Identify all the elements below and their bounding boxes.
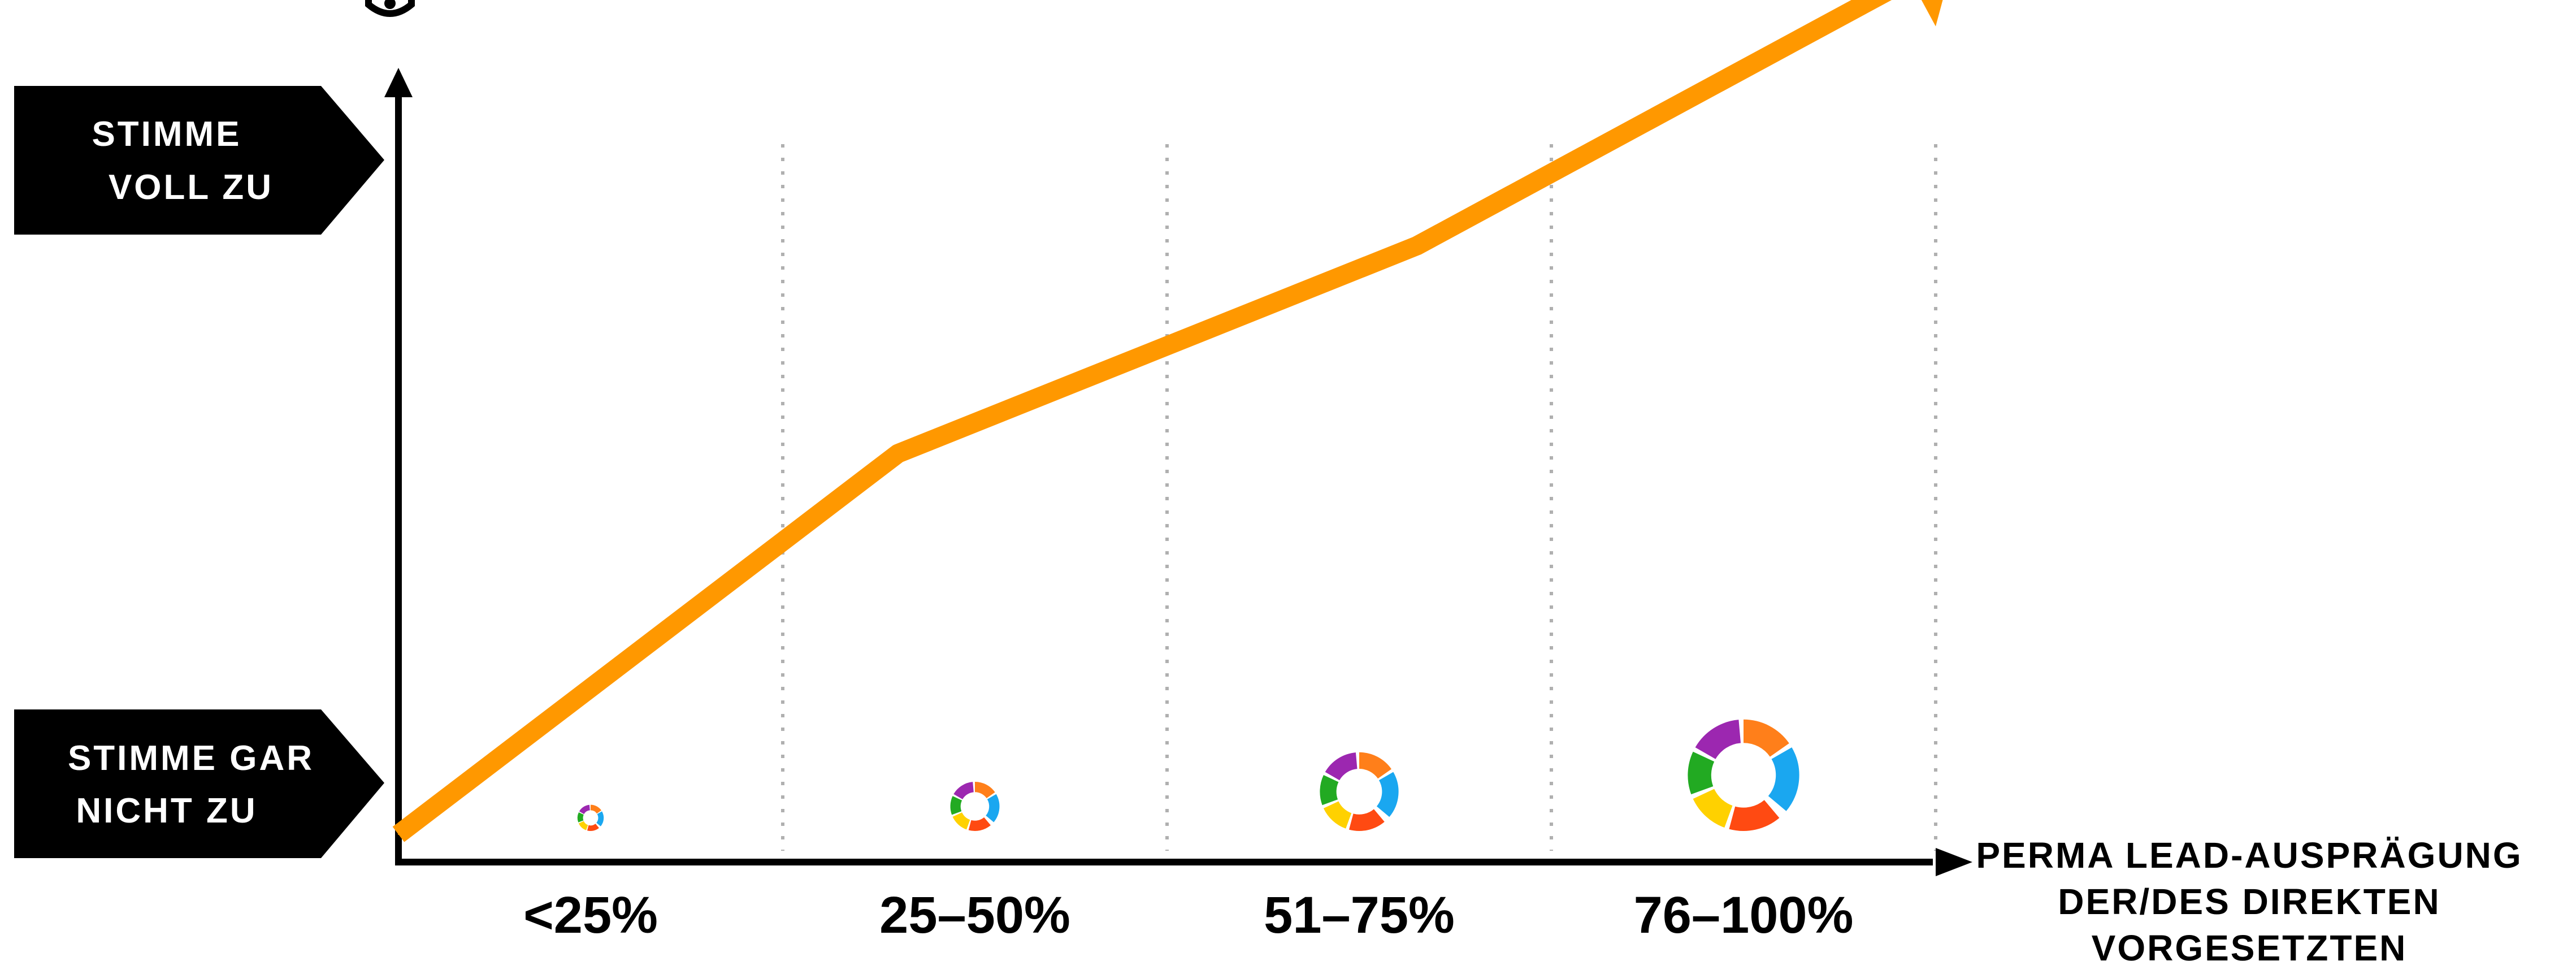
- category-label: <25%: [523, 886, 658, 944]
- ring-segment: [1328, 778, 1331, 802]
- ring-segment: [1777, 753, 1788, 803]
- ring-segment: [580, 813, 582, 821]
- ring-segment: [1744, 731, 1780, 750]
- ring-marker: [1328, 760, 1390, 823]
- ring-segment: [1732, 809, 1772, 819]
- series-point: [1416, 245, 1417, 246]
- ring-marker: [956, 787, 995, 826]
- ring-segment: [975, 787, 991, 795]
- ring-segment: [581, 823, 587, 828]
- x-axis-title-line3: VORGESETZTEN: [2092, 928, 2408, 961]
- series-group: [398, 0, 1955, 835]
- ring-segment: [1359, 760, 1385, 773]
- y-axis-arrow: [384, 68, 413, 97]
- category-label: 51–75%: [1264, 886, 1455, 944]
- ring-segment: [1331, 805, 1348, 821]
- series-line: [398, 0, 1900, 834]
- ring-marker: [1699, 731, 1788, 820]
- ring-segment: [1706, 731, 1740, 754]
- axes: [384, 68, 1972, 876]
- ring-segment: [957, 815, 968, 825]
- x-axis-title-line1: PERMA LEAD-AUSPRÄGUNG: [1976, 835, 2522, 876]
- x-axis-arrow: [1936, 848, 1972, 876]
- x-axis-title-line2: DER/DES DIREKTEN: [2058, 881, 2440, 922]
- ring-segment: [1699, 756, 1703, 790]
- cropped-icon: [368, 0, 411, 14]
- ring-segment: [591, 807, 599, 812]
- ring-segment: [588, 826, 597, 828]
- ring-segment: [1383, 776, 1390, 812]
- series-point: [897, 453, 899, 454]
- y-label-top: STIMME VOLL ZU: [14, 86, 384, 235]
- y-label-top-line1: STIMME: [92, 115, 241, 154]
- ring-segment: [1351, 816, 1380, 823]
- y-label-top-line2: VOLL ZU: [109, 168, 274, 207]
- y-label-bottom-line2: NICHT ZU: [76, 791, 257, 830]
- ring-segment: [956, 798, 957, 813]
- category-labels: <25% 25–50% 51–75% 76–100%: [523, 886, 1853, 944]
- category-label: 76–100%: [1634, 886, 1854, 944]
- ring-segment: [990, 796, 994, 819]
- ring-segment: [582, 808, 589, 813]
- x-axis-title: PERMA LEAD-AUSPRÄGUNG DER/DES DIREKTEN V…: [1976, 835, 2522, 961]
- y-label-bottom-line1: STIMME GAR: [68, 739, 314, 778]
- ring-segment: [1332, 761, 1356, 776]
- ring-segment: [1703, 794, 1728, 816]
- category-label: 25–50%: [879, 886, 1070, 944]
- series-point: [398, 834, 399, 835]
- ring-segment: [958, 787, 973, 796]
- ring-marker: [580, 807, 601, 828]
- ring-segment: [970, 821, 987, 826]
- series-arrowhead: [1885, 0, 1955, 27]
- ring-segment: [599, 813, 601, 825]
- ring-markers: [580, 731, 1788, 829]
- y-label-bottom: STIMME GAR NICHT ZU: [14, 709, 384, 858]
